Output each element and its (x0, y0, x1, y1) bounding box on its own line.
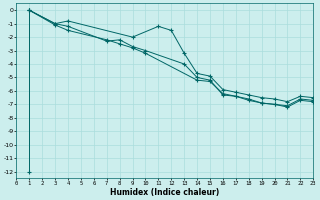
X-axis label: Humidex (Indice chaleur): Humidex (Indice chaleur) (110, 188, 220, 197)
